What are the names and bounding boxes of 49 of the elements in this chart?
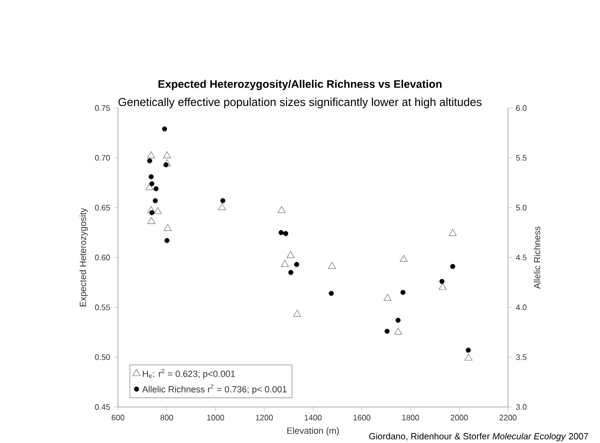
point [396, 318, 401, 323]
point [288, 270, 294, 275]
point [438, 282, 447, 290]
point [400, 254, 408, 262]
point [464, 354, 472, 361]
point [450, 264, 456, 269]
point [278, 206, 286, 214]
point [154, 186, 159, 192]
point [400, 290, 406, 295]
point [218, 203, 226, 210]
point [147, 158, 152, 164]
point [328, 290, 334, 296]
point [286, 251, 295, 258]
point [293, 310, 302, 317]
point [164, 224, 172, 231]
point [466, 348, 471, 353]
point [283, 231, 288, 236]
point [147, 206, 156, 214]
point [149, 181, 154, 186]
point [163, 159, 171, 166]
point [164, 162, 169, 168]
point [294, 262, 300, 267]
point [154, 207, 162, 214]
point [328, 262, 336, 269]
point [146, 183, 154, 190]
point [149, 210, 154, 216]
x-axis-title: Elevation (m) [287, 427, 339, 436]
point [220, 198, 226, 204]
point [281, 260, 289, 267]
point [439, 278, 444, 284]
point [384, 328, 390, 334]
point [162, 126, 168, 132]
legend-label: Allelic Richness r$^{2}$ = 0.736; p< 0.001 [142, 384, 287, 394]
point [148, 174, 154, 180]
text: Giordano, Ridenhour & Storfer Molecular Ecology 2007 [369, 432, 588, 442]
point [147, 217, 156, 224]
point [278, 230, 284, 236]
point [384, 294, 392, 301]
legend-label: H$_{e}$: r$^{2}$ = 0.623; p<0.001 [142, 368, 235, 379]
y2-axis-title: Allelic Richness [534, 226, 540, 289]
point [163, 151, 171, 158]
point [147, 151, 156, 158]
y-axis-title: Expected Heterozygosity [80, 208, 88, 306]
point [394, 328, 402, 335]
point [152, 198, 158, 204]
point [448, 229, 457, 236]
chart-subtitle: Genetically effective population sizes significantly lower at high altitudes [118, 98, 482, 108]
point [164, 238, 170, 244]
chart-title: Expected Heterozygosity/Allelic Richness vs Elevation [158, 80, 442, 90]
